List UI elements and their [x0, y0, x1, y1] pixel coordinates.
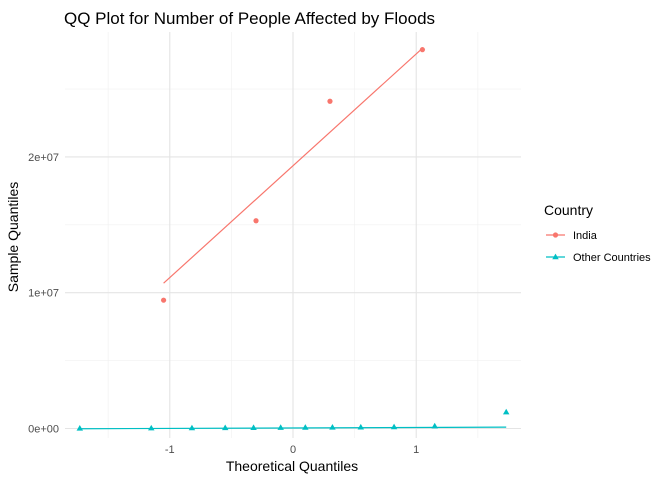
y-axis-ticks: 0e+00 1e+07 2e+07 — [28, 152, 59, 436]
data-point — [329, 424, 336, 430]
legend-key-marker — [552, 253, 559, 260]
x-axis-title: Theoretical Quantiles — [226, 458, 358, 474]
data-point — [302, 424, 309, 430]
x-tick-label: -1 — [165, 444, 175, 456]
legend: Country India Other Countries — [544, 202, 651, 264]
data-point — [357, 423, 365, 430]
data-point — [188, 424, 196, 431]
x-axis-ticks: -1 0 1 — [165, 444, 419, 456]
data-point — [250, 424, 257, 431]
data-point — [431, 422, 438, 429]
data-point — [221, 424, 229, 431]
data-point — [148, 424, 155, 431]
grid — [65, 32, 521, 438]
y-axis-title: Sample Quantiles — [5, 182, 21, 293]
data-point — [277, 424, 284, 430]
legend-label: India — [573, 230, 598, 242]
x-tick-label: 1 — [413, 444, 419, 456]
chart-title: QQ Plot for Number of People Affected by… — [64, 9, 435, 28]
y-tick-label: 2e+07 — [28, 152, 59, 164]
qq-line — [163, 47, 423, 284]
y-tick-label: 0e+00 — [28, 423, 59, 435]
data-point — [502, 408, 510, 415]
data-points — [76, 47, 510, 431]
legend-title: Country — [544, 202, 593, 218]
data-point — [390, 423, 398, 430]
legend-label: Other Countries — [573, 252, 651, 264]
data-point — [160, 297, 167, 303]
legend-key-marker — [552, 232, 559, 238]
data-point — [76, 424, 84, 431]
data-point — [253, 218, 259, 224]
x-tick-label: 0 — [290, 444, 296, 456]
data-point — [419, 47, 426, 53]
data-point — [327, 98, 333, 104]
y-tick-label: 1e+07 — [28, 288, 59, 300]
